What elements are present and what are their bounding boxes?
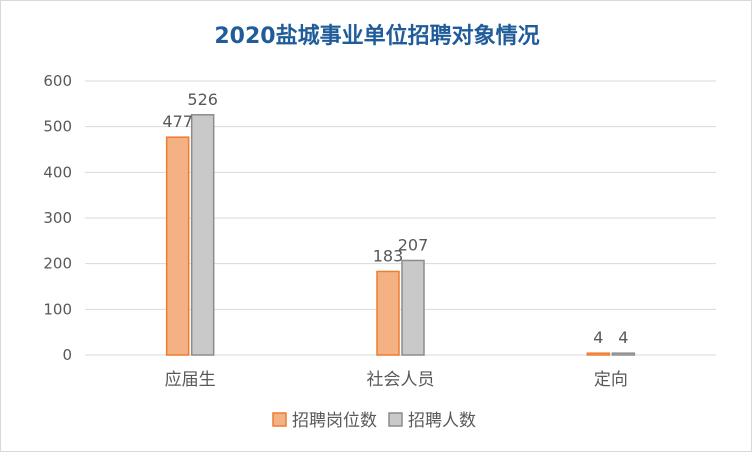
x-category-label: 社会人员 (367, 370, 435, 390)
legend: 招聘岗位数 招聘人数 (272, 411, 476, 431)
legend-swatch (388, 412, 403, 427)
chart-title: 2020盐城事业单位招聘对象情况 (214, 23, 539, 49)
bars (165, 114, 636, 356)
grid-lines (85, 80, 716, 356)
x-category-label: 应届生 (165, 370, 216, 390)
y-tick-label: 500 (43, 118, 72, 136)
bar-hires (401, 259, 425, 356)
x-axis-categories: 应届生 社会人员 定向 (165, 370, 628, 390)
bar-hires (611, 352, 636, 356)
data-label: 477 (162, 112, 193, 131)
legend-label: 招聘人数 (408, 411, 476, 431)
bar-positions (586, 352, 611, 356)
y-tick-label: 200 (43, 255, 72, 273)
bar-hires (190, 114, 215, 356)
y-tick-label: 0 (62, 346, 72, 364)
data-label: 183 (373, 246, 404, 265)
bar-positions (165, 136, 190, 356)
data-label: 4 (593, 328, 603, 347)
bar-positions (376, 270, 400, 356)
data-label: 526 (187, 90, 218, 109)
y-tick-label: 600 (43, 72, 72, 90)
legend-swatch (272, 412, 287, 427)
data-label: 4 (618, 328, 628, 347)
y-tick-label: 400 (43, 163, 72, 181)
legend-label: 招聘岗位数 (292, 411, 377, 431)
y-tick-label: 300 (43, 209, 72, 227)
y-axis-ticks: 0 100 200 300 400 500 600 (43, 72, 72, 364)
data-label: 207 (398, 235, 429, 254)
x-category-label: 定向 (594, 370, 628, 390)
y-tick-label: 100 (43, 300, 72, 318)
